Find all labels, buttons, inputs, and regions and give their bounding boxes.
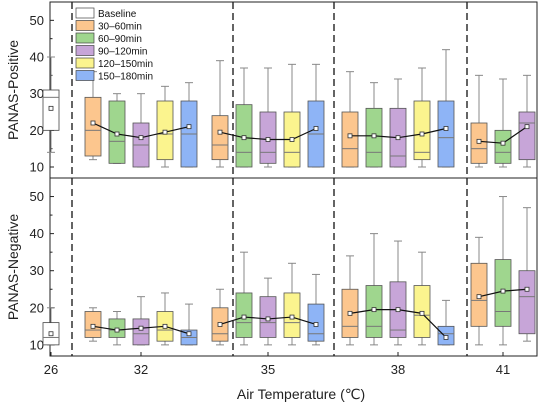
y-tick-label: 20 (30, 123, 44, 138)
mean-marker (289, 314, 295, 320)
mean-marker (138, 325, 144, 331)
legend-label: 30–60min (98, 22, 142, 33)
box (437, 100, 455, 168)
x-tick-label: 38 (391, 362, 405, 377)
x-axis-title: Air Temperature (℃) (237, 386, 365, 402)
y-tick-label: 50 (30, 13, 44, 28)
mean-marker (313, 126, 319, 131)
mean-marker (90, 323, 96, 329)
mean-marker (524, 286, 530, 292)
mean-marker (186, 124, 192, 130)
y-tick-label: 30 (30, 263, 44, 278)
mean-marker (443, 335, 449, 340)
mean-marker (114, 327, 120, 333)
box (132, 318, 150, 346)
mean-marker (371, 307, 377, 313)
y-axis-title: PANAS-Negative (5, 214, 21, 321)
mean-marker (524, 124, 530, 130)
box (518, 111, 536, 161)
mean-marker (347, 310, 353, 316)
y-tick-label: 30 (30, 86, 44, 101)
mean-marker (138, 135, 144, 141)
legend-label: 120–150min (98, 59, 153, 70)
mean-marker (241, 135, 247, 141)
mean-marker (500, 140, 506, 146)
mean-marker (419, 310, 425, 316)
mean-marker (90, 120, 96, 126)
y-tick-label: 40 (30, 226, 44, 241)
mean-marker (217, 129, 223, 135)
mean-marker (347, 133, 353, 139)
box (413, 100, 431, 161)
y-tick-label: 10 (30, 337, 44, 352)
legend-label: Baseline (98, 9, 137, 20)
mean-marker (289, 137, 295, 142)
mean-marker (395, 307, 401, 313)
mean-marker (371, 133, 377, 139)
legend-label: 90–120min (98, 47, 147, 58)
box (211, 115, 229, 161)
mean-marker (500, 288, 506, 294)
y-axis-title: PANAS-Positive (5, 40, 21, 140)
x-tick-label: 35 (261, 362, 275, 377)
mean-marker (48, 331, 54, 337)
mean-marker (265, 316, 271, 322)
plot-layer: 10 20 30 40 50 PANAS-Positive 10 20 30 40 50 PANAS-… (5, 1, 538, 377)
mean-marker (217, 322, 223, 327)
x-tick-label: 41 (496, 362, 510, 377)
legend-swatch (75, 7, 95, 19)
legend-label: 150–180min (98, 72, 153, 83)
mean-marker (476, 138, 482, 144)
box (518, 270, 536, 335)
box (341, 111, 359, 168)
mean-marker (419, 131, 425, 137)
plot-frame (49, 1, 538, 357)
y-tick-label: 40 (30, 50, 44, 65)
legend-label: 60–90min (98, 34, 142, 45)
y-tick-label: 50 (30, 189, 44, 204)
mean-marker (48, 105, 54, 111)
mean-marker (162, 323, 168, 329)
mean-marker (186, 331, 192, 337)
box (84, 96, 102, 157)
y-tick-label: 10 (30, 160, 44, 175)
mean-marker (162, 129, 168, 135)
mean-marker (241, 314, 247, 320)
mean-marker (443, 126, 449, 131)
mean-marker (114, 131, 120, 137)
x-tick-label: 32 (134, 362, 148, 377)
mean-marker (476, 294, 482, 300)
mean-marker (395, 135, 401, 141)
legend-swatch (75, 20, 95, 31)
mean-marker (265, 137, 271, 142)
legend-swatch (75, 70, 95, 81)
legend-swatch (75, 57, 95, 69)
y-tick-label: 20 (30, 300, 44, 315)
mean-marker (313, 322, 319, 327)
x-tick-label: 26 (44, 362, 58, 377)
box (494, 129, 512, 164)
legend-swatch (75, 45, 95, 56)
legend-swatch (75, 32, 95, 44)
